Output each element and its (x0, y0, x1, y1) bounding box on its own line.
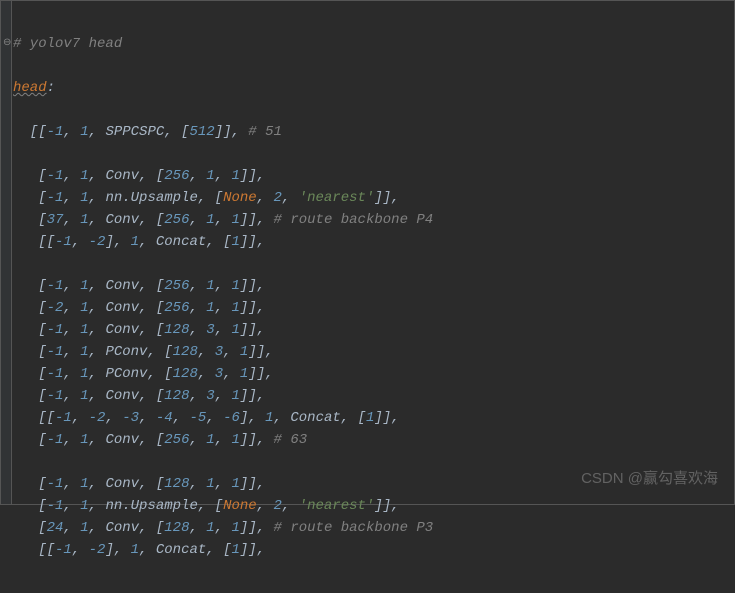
code-line: [-1, 1, Conv, [128, 3, 1]], (13, 385, 734, 407)
code-line (13, 253, 734, 275)
code-line: [[-1, -2], 1, Concat, [1]], (13, 231, 734, 253)
code-line: [-1, 1, PConv, [128, 3, 1]], (13, 363, 734, 385)
code-line: [[-1, -2, -3, -4, -5, -6], 1, Concat, [1… (13, 407, 734, 429)
code-line: # yolov7 head (13, 33, 734, 55)
code-line: [-1, 1, Conv, [128, 3, 1]], (13, 319, 734, 341)
gutter: ⊖ (1, 1, 12, 504)
colon: : (47, 80, 55, 96)
code-line (13, 451, 734, 473)
code-line: [-1, 1, Conv, [256, 1, 1]], (13, 275, 734, 297)
code-line: [-1, 1, Conv, [256, 1, 1]], (13, 165, 734, 187)
fold-icon[interactable]: ⊖ (3, 33, 11, 55)
code-line: [37, 1, Conv, [256, 1, 1]], # route back… (13, 209, 734, 231)
code-line: [-1, 1, Conv, [256, 1, 1]], # 63 (13, 429, 734, 451)
code-line (13, 143, 734, 165)
comment-top: # yolov7 head (13, 36, 122, 52)
code-line: [-1, 1, PConv, [128, 3, 1]], (13, 341, 734, 363)
code-line: [24, 1, Conv, [128, 1, 1]], # route back… (13, 517, 734, 539)
code-line: [-1, 1, nn.Upsample, [None, 2, 'nearest'… (13, 495, 734, 517)
code-line: [-1, 1, nn.Upsample, [None, 2, 'nearest'… (13, 187, 734, 209)
code-line: head: (13, 77, 734, 99)
code-line: [-1, 1, Conv, [128, 1, 1]], (13, 473, 734, 495)
code-editor[interactable]: # yolov7 head head: [[-1, 1, SPPCSPC, [5… (1, 1, 734, 593)
code-line: [-2, 1, Conv, [256, 1, 1]], (13, 297, 734, 319)
yaml-key-head: head (13, 80, 47, 96)
code-line: [[-1, -2], 1, Concat, [1]], (13, 539, 734, 561)
code-line: [[-1, 1, SPPCSPC, [512]], # 51 (13, 121, 734, 143)
